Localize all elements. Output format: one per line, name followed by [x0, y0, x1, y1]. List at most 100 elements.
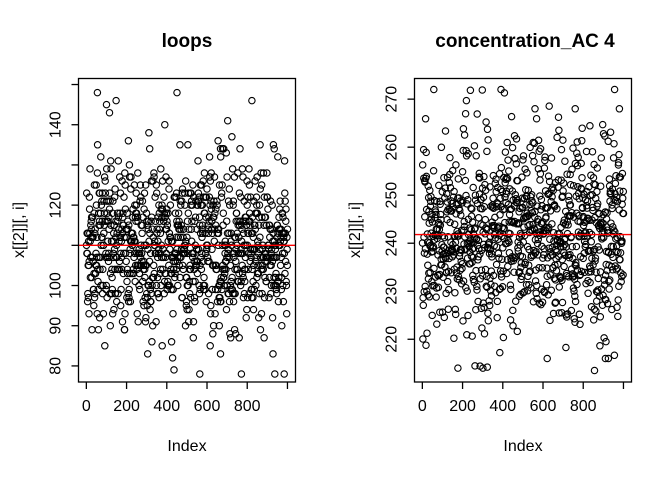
scatter-point — [109, 229, 118, 238]
scatter-point — [220, 273, 228, 282]
scatter-point — [272, 253, 281, 262]
scatter-point — [208, 245, 216, 254]
scatter-point — [193, 269, 202, 278]
scatter-point — [258, 213, 266, 221]
scatter-point — [124, 289, 132, 298]
scatter-point — [436, 221, 445, 229]
scatter-point — [198, 221, 207, 229]
scatter-point — [101, 177, 109, 185]
scatter-point — [517, 275, 525, 284]
scatter-point — [522, 201, 530, 209]
scatter-point — [545, 177, 554, 186]
scatter-point — [541, 156, 549, 165]
x-tick-label: 0 — [418, 398, 427, 415]
scatter-point — [205, 193, 214, 201]
scatter-point — [478, 86, 487, 94]
scatter-point — [189, 193, 198, 201]
scatter-point — [231, 233, 240, 242]
scatter-point — [482, 118, 490, 126]
scatter-point — [130, 249, 139, 258]
scatter-point — [518, 252, 527, 261]
scatter-point — [164, 237, 172, 246]
scatter-point — [186, 265, 195, 274]
scatter-point — [237, 193, 245, 201]
y-tick-label: 240 — [384, 230, 401, 257]
scatter-point — [177, 225, 185, 233]
scatter-point — [112, 96, 120, 105]
scatter-point — [586, 246, 595, 255]
x-tick-label: 400 — [153, 398, 180, 415]
y-tick-label: 270 — [384, 86, 401, 113]
scatter-point — [247, 253, 255, 262]
scatter-point — [546, 316, 554, 325]
scatter-point — [614, 312, 622, 321]
scatter-point — [215, 281, 224, 290]
scatter-point — [505, 238, 513, 246]
scatter-point — [236, 217, 244, 225]
scatter-point — [484, 316, 493, 325]
scatter-point — [158, 177, 167, 185]
scatter-point — [605, 277, 613, 286]
scatter-point — [249, 305, 258, 314]
scatter-point — [135, 281, 143, 290]
scatter-point — [210, 237, 219, 246]
scatter-point — [601, 271, 610, 279]
scatter-point — [166, 245, 174, 254]
scatter-point — [94, 265, 102, 274]
scatter-point — [543, 354, 551, 363]
scatter-point — [280, 370, 288, 378]
scatter-point — [121, 205, 130, 213]
scatter-point — [462, 152, 471, 160]
scatter-point — [228, 133, 236, 141]
scatter-point — [495, 170, 504, 178]
scatter-point — [572, 209, 581, 218]
scatter-point — [221, 237, 230, 246]
scatter-point — [140, 301, 148, 310]
scatter-point — [474, 236, 483, 245]
scatter-point — [597, 154, 606, 162]
scatter-point — [114, 157, 123, 165]
scatter-point — [165, 261, 173, 270]
scatter-point — [592, 268, 600, 276]
scatter-point — [248, 285, 256, 294]
scatter-point — [473, 282, 481, 291]
scatter-point — [214, 225, 223, 233]
scatter-point — [155, 217, 164, 225]
scatter-point — [117, 265, 126, 274]
scatter-point — [592, 307, 600, 315]
y-tick-label: 90 — [48, 317, 65, 335]
scatter-point — [476, 250, 484, 258]
scatter-point — [506, 230, 514, 238]
scatter-point — [455, 276, 464, 284]
scatter-point — [579, 254, 587, 263]
scatter-point — [281, 197, 289, 205]
scatter-point — [283, 233, 291, 242]
scatter-point — [538, 242, 546, 251]
x-tick-label: 600 — [194, 398, 221, 415]
scatter-point — [280, 157, 289, 165]
scatter-point — [462, 191, 470, 200]
scatter-point — [509, 219, 518, 227]
scatter-point — [225, 253, 233, 262]
scatter-point — [131, 277, 139, 286]
scatter-point — [461, 109, 470, 118]
scatter-point — [462, 96, 471, 105]
scatter-point — [456, 206, 464, 215]
scatter-point — [104, 257, 113, 266]
scatter-point — [93, 88, 102, 97]
scatter-point — [459, 277, 468, 285]
scatter-point — [260, 334, 268, 342]
scatter-point — [184, 317, 193, 326]
scatter-point — [189, 334, 198, 342]
scatter-point — [433, 320, 441, 328]
scatter-point — [182, 237, 190, 246]
scatter-point — [589, 206, 597, 215]
scatter-point — [248, 265, 256, 274]
scatter-point — [116, 233, 125, 242]
scatter-point — [217, 189, 226, 197]
scatter-point — [584, 289, 592, 298]
scatter-point — [189, 277, 197, 286]
scatter-point — [534, 235, 542, 244]
scatter-point — [117, 249, 125, 258]
scatter-point — [484, 136, 492, 144]
